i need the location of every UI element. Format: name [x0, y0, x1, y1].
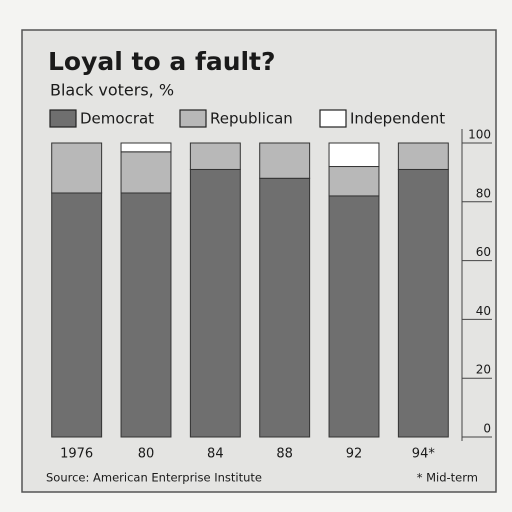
bar-segment [397, 168, 449, 438]
x-tick-label: 94* [412, 447, 436, 462]
bar-segment [120, 192, 172, 438]
legend-label: Independent [350, 110, 445, 128]
bar-segment [397, 142, 449, 170]
bar-segment [328, 195, 380, 438]
bar-segment [328, 142, 380, 168]
legend-swatch [319, 109, 347, 128]
footnote: * Mid-term [417, 471, 478, 485]
legend-label: Republican [210, 110, 293, 128]
bar-segment [51, 192, 103, 438]
y-tick-label: 60 [476, 245, 491, 259]
bar-segment [328, 166, 380, 197]
legend-swatch [49, 109, 77, 128]
x-tick-label: 88 [276, 447, 293, 462]
bar-segment [120, 142, 172, 153]
y-tick-label: 20 [476, 363, 491, 377]
y-tick-label: 80 [476, 186, 491, 200]
chart-subtitle: Black voters, % [50, 81, 174, 100]
bar-segment [51, 142, 103, 194]
bar-segment [189, 142, 241, 170]
bar-segment [259, 177, 311, 438]
legend-swatch [179, 109, 207, 128]
x-tick-label: 92 [346, 447, 363, 462]
x-tick-label: 80 [138, 447, 155, 462]
bar-segment [259, 142, 311, 179]
source-note: Source: American Enterprise Institute [46, 471, 262, 485]
chart-title: Loyal to a fault? [48, 47, 276, 76]
y-tick-label: 100 [468, 128, 491, 142]
legend-label: Democrat [80, 110, 154, 128]
bar-segment [120, 151, 172, 194]
y-tick-label: 0 [483, 422, 491, 436]
x-tick-label: 84 [207, 447, 224, 462]
bar-segment [189, 168, 241, 438]
y-tick-label: 40 [476, 304, 491, 318]
x-tick-label: 1976 [60, 447, 93, 462]
